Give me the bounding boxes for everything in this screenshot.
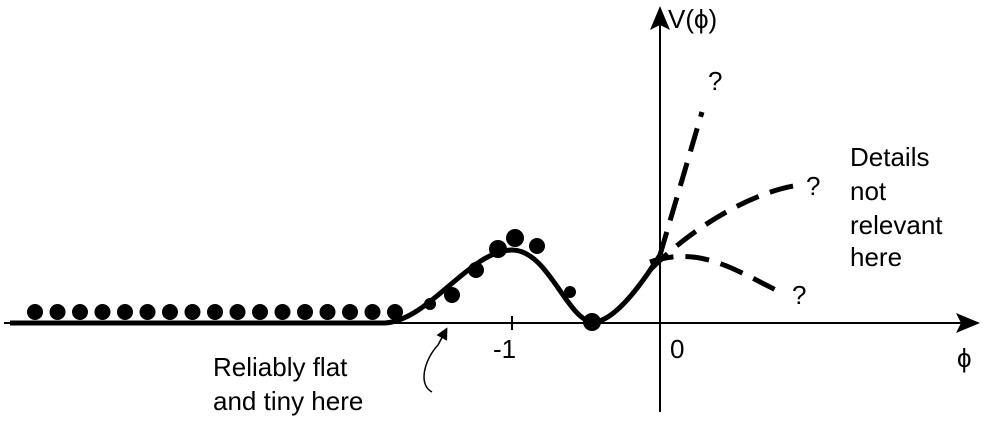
- question-mark-top: ?: [708, 66, 722, 96]
- annotation-right-line-3: relevant: [850, 210, 943, 240]
- dot-9: [229, 304, 246, 320]
- dashed-branch-falling: [649, 253, 784, 296]
- dashed-branch-plateau: [648, 182, 801, 272]
- dot-3: [94, 304, 111, 320]
- dot-22: [529, 238, 545, 254]
- dot-21: [506, 229, 524, 247]
- dot-23: [564, 286, 576, 298]
- dot-13: [319, 304, 336, 320]
- x-axis-arrow-icon: [956, 313, 980, 333]
- annotation-right-line-1: Details: [850, 142, 929, 172]
- dot-11: [274, 304, 291, 320]
- annotation-right-line-4: here: [850, 242, 902, 272]
- dot-7: [184, 304, 201, 320]
- y-axis-arrow-icon: [650, 6, 670, 30]
- annotation-arrow: [423, 327, 448, 393]
- tick-label-minus-1: -1: [493, 334, 516, 364]
- dot-24: [583, 313, 601, 331]
- dot-0: [27, 304, 43, 320]
- dot-17: [424, 298, 436, 310]
- dot-2: [72, 304, 88, 320]
- dot-6: [162, 304, 178, 320]
- data-dots: [27, 229, 601, 331]
- dot-16: [387, 304, 403, 320]
- annotation-left-line-2: and tiny here: [213, 386, 363, 416]
- dot-5: [139, 304, 156, 320]
- dot-4: [117, 304, 133, 320]
- dot-10: [252, 304, 268, 320]
- question-mark-bottom: ?: [792, 280, 806, 310]
- question-mark-middle: ?: [806, 171, 820, 201]
- annotation-left-line-1: Reliably flat: [213, 352, 348, 382]
- x-axis-label: ϕ: [957, 343, 972, 373]
- dot-8: [207, 304, 223, 320]
- dot-1: [49, 304, 66, 320]
- dot-12: [297, 304, 313, 320]
- tick-label-zero: 0: [670, 334, 684, 364]
- potential-curve: [10, 247, 663, 326]
- dot-15: [364, 304, 381, 320]
- y-axis: [650, 6, 670, 412]
- dot-14: [342, 304, 358, 320]
- y-axis-label: V(ϕ): [668, 4, 717, 34]
- dashed-branches: [648, 111, 801, 296]
- annotation-right-line-2: not: [850, 176, 887, 206]
- dashed-branch-steep: [657, 111, 705, 256]
- dot-20: [489, 240, 507, 258]
- dot-18: [444, 287, 460, 303]
- dot-19: [468, 262, 484, 278]
